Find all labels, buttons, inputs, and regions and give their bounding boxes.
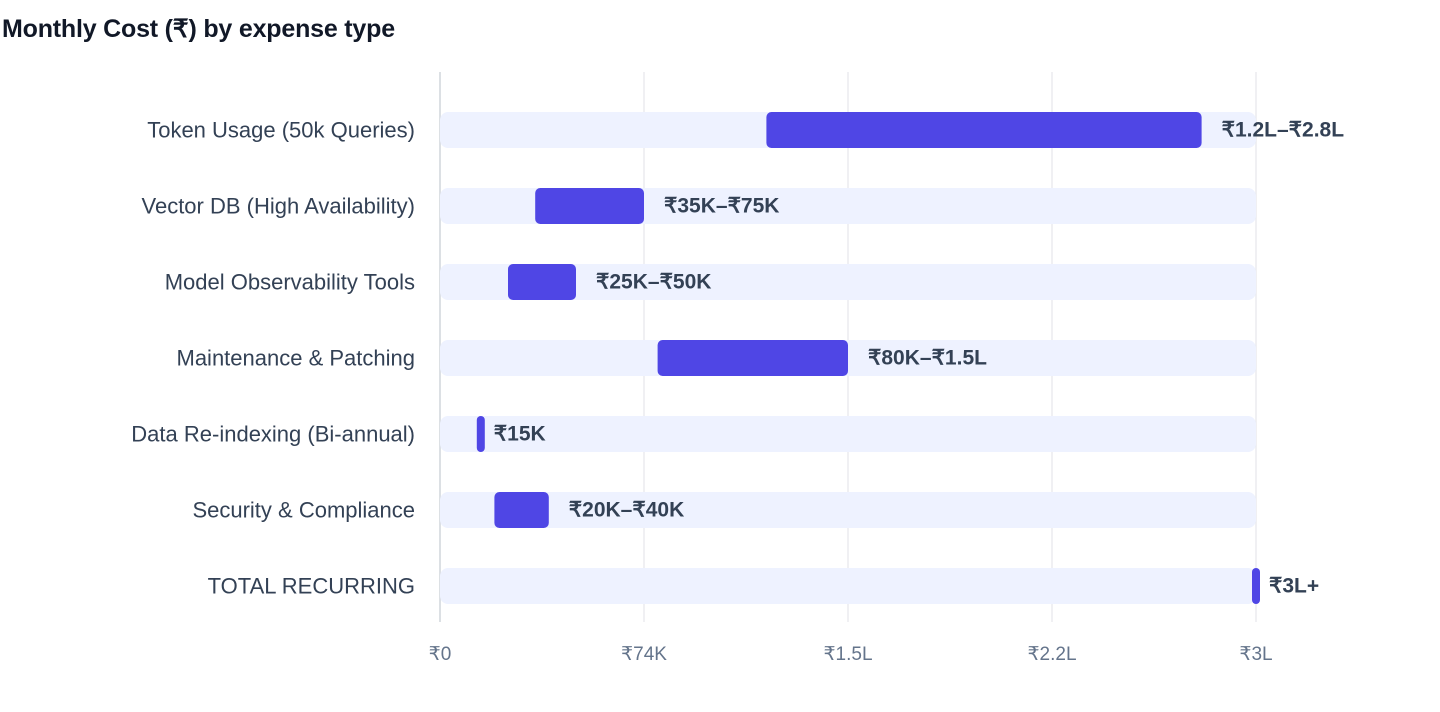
x-tick-label: ₹3L [1239,644,1272,665]
chart-title: Monthly Cost (₹) by expense type [2,15,395,43]
data-label: ₹1.2L–₹2.8L [1222,119,1345,142]
data-label: ₹3L+ [1269,575,1319,598]
range-bar [476,416,485,452]
data-labels: ₹1.2L–₹2.8L ₹35K–₹75K ₹25K–₹50K ₹80K–₹1.5L ₹… [494,119,1344,598]
data-label: ₹80K–₹1.5L [868,347,987,370]
data-label: ₹20K–₹40K [569,499,684,522]
range-bar [1252,568,1260,604]
data-label: ₹15K [494,423,546,446]
range-bars [476,112,1260,604]
range-bar [508,264,576,300]
bar-track [440,492,1256,528]
category-label: Maintenance & Patching [177,346,416,371]
x-tick-label: ₹2.2L [1027,644,1076,665]
category-labels: Token Usage (50k Queries) Vector DB (High… [131,118,415,599]
bar-track [440,568,1256,604]
bar-track [440,416,1256,452]
x-tick-label: ₹0 [429,644,452,665]
x-tick-label: ₹1.5L [823,644,872,665]
category-label: Security & Compliance [192,498,415,523]
data-label: ₹35K–₹75K [664,195,779,218]
category-label: TOTAL RECURRING [208,574,415,599]
category-label: Model Observability Tools [165,270,415,295]
category-label: Vector DB (High Availability) [142,194,416,219]
x-tick-label: ₹74K [621,644,667,665]
category-label: Token Usage (50k Queries) [147,118,415,143]
range-bar [494,492,549,528]
data-label: ₹25K–₹50K [596,271,711,294]
x-axis-ticks: ₹0 ₹74K ₹1.5L ₹2.2L ₹3L [429,644,1273,665]
category-label: Data Re-indexing (Bi-annual) [131,422,415,447]
range-bar [535,188,644,224]
range-bar [657,340,848,376]
range-bar [766,112,1202,148]
bar-track [440,264,1256,300]
